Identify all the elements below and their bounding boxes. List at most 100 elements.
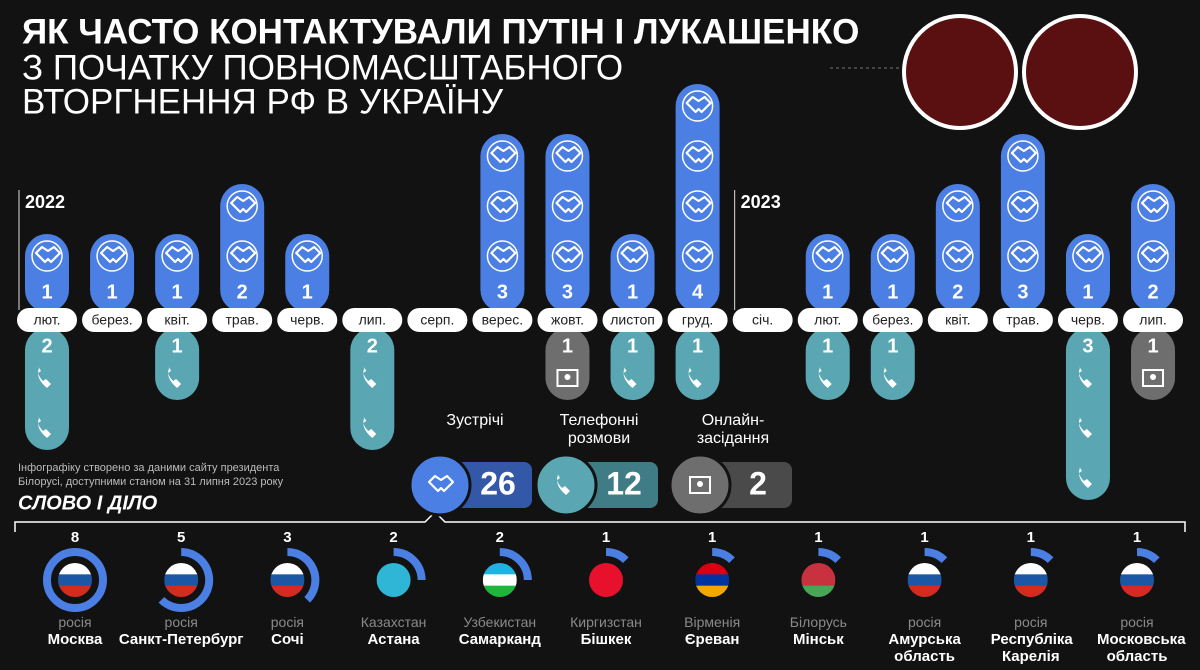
flag-stripe xyxy=(907,563,942,575)
value-label: 1 xyxy=(708,529,716,546)
phone-icon xyxy=(1078,466,1092,488)
month-pill xyxy=(82,308,143,332)
handshake-icon xyxy=(1075,245,1103,264)
flag-stripe xyxy=(1013,585,1048,597)
city-label: Московська область xyxy=(1097,631,1186,665)
flag-stripe xyxy=(801,563,836,575)
flag-stripe xyxy=(1013,563,1048,575)
x-tick-label: груд. xyxy=(682,312,713,328)
x-tick-label: квіт. xyxy=(164,312,189,328)
city-label: Москва xyxy=(47,631,103,648)
flag-stripe xyxy=(589,574,623,587)
legend-icon xyxy=(408,453,472,517)
contact-chain xyxy=(25,328,69,450)
month-pill xyxy=(862,308,923,332)
x-tick-label: трав. xyxy=(1006,312,1039,328)
handshake-icon xyxy=(1010,195,1037,214)
note: Інфографіку створено за даними сайту пре… xyxy=(18,462,280,474)
phone-icon xyxy=(688,366,702,388)
ring xyxy=(924,548,948,564)
screen-icon xyxy=(564,374,571,380)
handshake-icon xyxy=(555,245,582,264)
handshake-icon xyxy=(99,245,127,264)
month-pill xyxy=(667,308,728,332)
handshake-icon xyxy=(685,95,712,114)
ring xyxy=(499,548,532,581)
value-label: 2 xyxy=(952,281,963,303)
handshake-icon xyxy=(880,245,907,264)
month-pill xyxy=(407,308,468,332)
ring xyxy=(393,548,426,581)
country-label: Білорусь xyxy=(789,614,847,630)
value-label: 3 xyxy=(1082,335,1093,357)
ring xyxy=(1136,548,1160,564)
x-tick-label: серп. xyxy=(420,312,454,328)
value-label: 1 xyxy=(887,281,898,303)
handshake-icon xyxy=(490,145,517,164)
country-label: Киргизстан xyxy=(570,614,642,630)
flag-stripe xyxy=(695,563,730,575)
meeting-chain xyxy=(545,134,590,312)
phone-icon xyxy=(818,366,832,388)
handshake-icon xyxy=(230,195,257,214)
flag-stripe xyxy=(58,563,92,575)
city-label: Астана xyxy=(367,631,420,648)
country-label: росія xyxy=(1014,614,1048,630)
contact-chain xyxy=(675,328,720,400)
value-label: 3 xyxy=(283,529,291,546)
handshake-icon xyxy=(620,245,647,264)
portrait xyxy=(1022,14,1138,130)
month-pill xyxy=(797,308,858,332)
contact-chain xyxy=(155,328,200,400)
phone-icon xyxy=(363,366,377,388)
x-tick-label: лип. xyxy=(359,312,386,328)
contact-chain xyxy=(350,328,395,450)
logo: СЛОВО І ДІЛО xyxy=(18,492,158,514)
handshake-icon xyxy=(1140,195,1168,214)
subtitle: З ПОЧАТКУ ПОВНОМАСШТАБНОГО xyxy=(22,48,623,87)
flag-stripe xyxy=(1120,585,1154,597)
flag-stripe xyxy=(376,574,411,587)
flag-stripe xyxy=(801,574,836,587)
x-tick-label: верес. xyxy=(482,312,524,328)
city-label: Бішкек xyxy=(580,631,632,648)
handshake-icon xyxy=(945,245,972,264)
flag-stripe xyxy=(482,563,517,575)
month-pill xyxy=(212,308,273,332)
value-label: 3 xyxy=(562,281,573,303)
year-label: 2022 xyxy=(25,192,65,212)
handshake-icon xyxy=(1010,245,1037,264)
value-label: 2 xyxy=(389,529,397,546)
month-pill xyxy=(147,308,208,332)
flag-stripe xyxy=(58,585,92,597)
handshake-icon xyxy=(685,245,712,264)
contact-chain xyxy=(805,328,850,400)
month-pill xyxy=(1123,308,1184,332)
ring xyxy=(43,548,107,612)
country-label: росія xyxy=(270,614,305,630)
flag-stripe xyxy=(482,574,517,587)
subtitle: ВТОРГНЕННЯ РФ В УКРАЇНУ xyxy=(22,82,504,121)
value-label: 2 xyxy=(237,281,248,303)
handshake-icon xyxy=(815,245,842,264)
handshake-icon xyxy=(685,195,712,214)
value-label: 1 xyxy=(302,281,313,303)
value-label: 1 xyxy=(1082,281,1093,303)
value-label: 1 xyxy=(172,335,183,357)
month-pill xyxy=(732,308,793,332)
ring xyxy=(287,548,320,603)
value-label: 5 xyxy=(177,529,185,546)
city-label: Амурська область xyxy=(888,631,961,665)
flag-stripe xyxy=(1013,574,1048,587)
city-label: Самарканд xyxy=(458,631,541,648)
flag-stripe xyxy=(801,585,836,597)
flag-stripe xyxy=(164,574,199,587)
flag-stripe xyxy=(376,563,411,575)
handshake-icon xyxy=(685,145,712,164)
x-tick-label: берез. xyxy=(91,312,132,328)
handshake-icon xyxy=(230,245,257,264)
screen-icon xyxy=(1150,374,1157,380)
x-tick-label: лип. xyxy=(1139,312,1166,328)
value-label: 1 xyxy=(920,529,928,546)
legend-total: 2 xyxy=(749,465,767,501)
